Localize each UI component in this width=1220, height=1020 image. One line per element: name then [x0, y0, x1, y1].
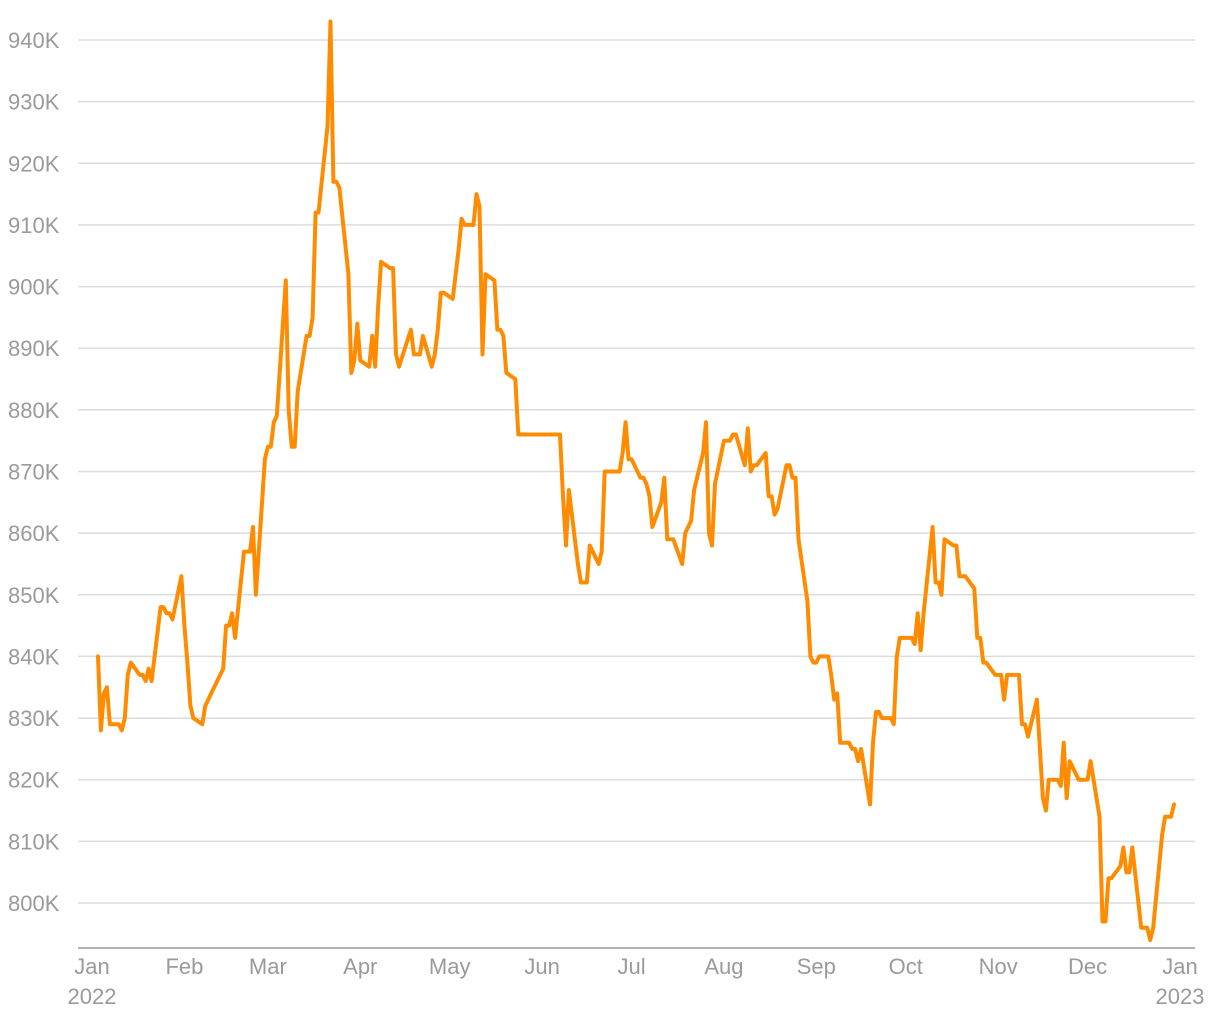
x-tick-label: Jul: [617, 954, 645, 979]
x-tick-label: Nov: [979, 954, 1018, 979]
y-tick-label: 910K: [8, 213, 60, 238]
y-tick-label: 900K: [8, 275, 60, 300]
grid-lines: [78, 39, 1195, 904]
y-tick-label: 920K: [8, 151, 60, 176]
y-tick-label: 840K: [8, 644, 60, 669]
x-tick-label: Jan: [74, 954, 109, 979]
y-tick-label: 830K: [8, 706, 60, 731]
x-tick-label: Mar: [249, 954, 287, 979]
x-tick-label: Oct: [889, 954, 923, 979]
x-tick-year-label: 2022: [68, 984, 117, 1009]
y-tick-label: 800K: [8, 891, 60, 916]
x-axis: Jan 2022 Feb Mar Apr May Jun Jul Aug Sep Oct Nov Dec…: [68, 947, 1205, 1009]
x-tick-label: Aug: [704, 954, 743, 979]
x-tick-label: Jun: [524, 954, 559, 979]
x-tick-label: Sep: [797, 954, 836, 979]
y-tick-label: 820K: [8, 768, 60, 793]
x-tick-label: Jan: [1162, 954, 1197, 979]
x-tick-label: Dec: [1068, 954, 1107, 979]
x-tick-year-label: 2023: [1156, 984, 1205, 1009]
y-tick-label: 860K: [8, 521, 60, 546]
series-group: [96, 19, 1176, 942]
y-tick-label: 890K: [8, 336, 60, 361]
y-axis: 800K 810K 820K 830K 840K 850K 860K 870K 880K 890K…: [8, 28, 60, 916]
x-tick-label: Apr: [343, 954, 377, 979]
y-tick-label: 810K: [8, 829, 60, 854]
x-tick-label: May: [429, 954, 471, 979]
series-line: [96, 19, 1176, 942]
y-tick-label: 880K: [8, 398, 60, 423]
y-tick-label: 870K: [8, 460, 60, 485]
y-tick-label: 940K: [8, 28, 60, 53]
x-tick-label: Feb: [165, 954, 203, 979]
y-tick-label: 930K: [8, 90, 60, 115]
y-tick-label: 850K: [8, 583, 60, 608]
